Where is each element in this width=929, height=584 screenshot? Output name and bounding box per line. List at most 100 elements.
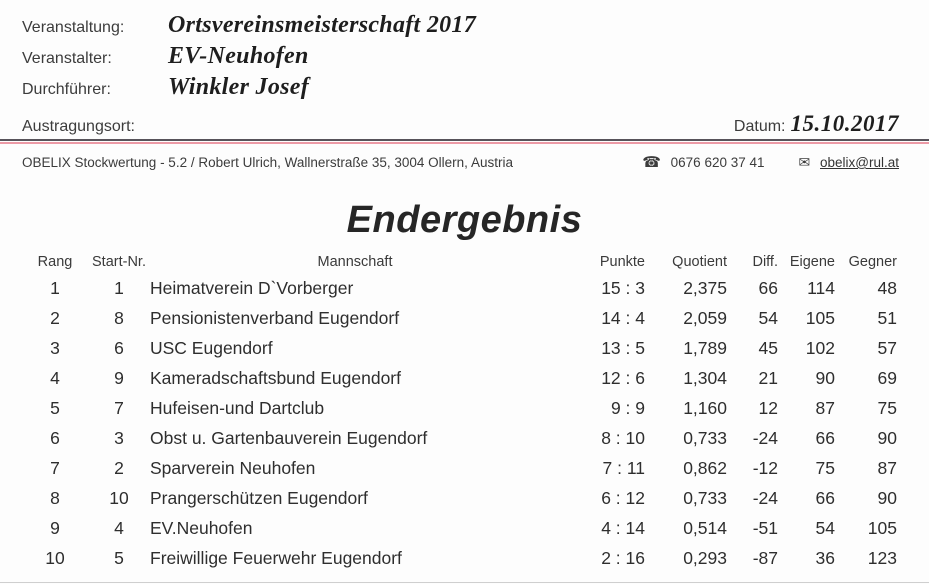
- rank-cell: 8: [50, 488, 60, 508]
- quotient-cell: 0,514: [683, 518, 727, 538]
- team-cell: Kameradschaftsbund Eugendorf: [150, 368, 401, 388]
- quotient-cell: 0,862: [683, 458, 727, 478]
- rank-cell: 3: [50, 338, 60, 358]
- team-cell: Heimatverein D`Vorberger: [150, 278, 354, 298]
- points-cell: 12 : 6: [601, 368, 645, 388]
- table-row: 1 1 Heimatverein D`Vorberger 15 : 3 2,375 66 1…: [22, 274, 897, 304]
- startnr-cell: 3: [114, 428, 124, 448]
- points-cell: 2 : 16: [601, 548, 645, 568]
- header-divider: [0, 139, 929, 144]
- quotient-cell: 2,059: [683, 308, 727, 328]
- quotient-cell: 1,789: [683, 338, 727, 358]
- page-title: Endergebnis: [346, 199, 583, 241]
- own-cell: 105: [805, 308, 835, 328]
- envelope-icon: ✉: [798, 154, 811, 170]
- divider-dark-line: [0, 139, 929, 141]
- executor-label: Durchführer:: [22, 81, 111, 98]
- phone-icon: ☎: [642, 154, 661, 171]
- diff-cell: -24: [752, 488, 778, 508]
- results-tbody: 1 1 Heimatverein D`Vorberger 15 : 3 2,375 66 1…: [22, 274, 897, 574]
- diff-cell: -87: [752, 548, 778, 568]
- points-cell: 4 : 14: [601, 518, 645, 538]
- points-cell: 14 : 4: [601, 308, 645, 328]
- opponent-cell: 48: [877, 278, 897, 298]
- event-value: Ortsvereinsmeisterschaft 2017: [168, 12, 477, 38]
- team-cell: Pensionistenverband Eugendorf: [150, 308, 400, 328]
- opponent-cell: 51: [877, 308, 897, 328]
- rank-cell: 2: [50, 308, 60, 328]
- own-cell: 87: [815, 398, 835, 418]
- startnr-cell: 1: [114, 278, 124, 298]
- rank-cell: 6: [50, 428, 60, 448]
- startnr-cell: 9: [114, 368, 124, 388]
- points-cell: 6 : 12: [601, 488, 645, 508]
- divider-red-line: [0, 142, 929, 144]
- opponent-cell: 57: [877, 338, 897, 358]
- table-row: 5 7 Hufeisen-und Dartclub 9 : 9 1,160 12 87 75: [22, 394, 897, 424]
- points-cell: 13 : 5: [601, 338, 645, 358]
- document-header: Veranstaltung: Ortsvereinsmeisterschaft …: [0, 0, 929, 137]
- team-cell: Hufeisen-und Dartclub: [150, 398, 325, 418]
- col-header-eigene: Eigene: [789, 254, 835, 270]
- opponent-cell: 69: [877, 368, 897, 388]
- team-cell: Prangerschützen Eugendorf: [150, 488, 368, 508]
- software-info-row: OBELIX Stockwertung - 5.2 / Robert Ulric…: [0, 144, 929, 171]
- own-cell: 66: [815, 488, 835, 508]
- own-cell: 36: [815, 548, 835, 568]
- points-cell: 9 : 9: [610, 398, 645, 418]
- date-value: 15.10.2017: [790, 111, 899, 136]
- points-cell: 15 : 3: [601, 278, 645, 298]
- executor-row: Durchführer: Winkler Josef: [22, 74, 899, 105]
- opponent-cell: 75: [877, 398, 897, 418]
- team-cell: EV.Neuhofen: [150, 518, 253, 538]
- col-header-quotient: Quotient: [672, 254, 727, 270]
- organizer-value: EV-Neuhofen: [168, 43, 309, 69]
- opponent-cell: 90: [877, 488, 897, 508]
- date-label: Datum:: [733, 118, 786, 135]
- col-header-gegner: Gegner: [848, 254, 897, 270]
- email-field: ✉ obelix@rul.at: [799, 154, 900, 171]
- startnr-cell: 8: [114, 308, 124, 328]
- table-row: 6 3 Obst u. Gartenbauverein Eugendorf 8 : 1…: [22, 424, 897, 454]
- points-cell: 8 : 10: [601, 428, 645, 448]
- startnr-cell: 2: [114, 458, 124, 478]
- rank-cell: 4: [50, 368, 60, 388]
- results-table: Rang Start-Nr. Mannschaft Punkte Quotien…: [22, 252, 897, 574]
- table-row: 10 5 Freiwillige Feuerwehr Eugendorf 2 : 16…: [22, 544, 897, 574]
- col-header-startnr: Start-Nr.: [92, 254, 146, 270]
- own-cell: 102: [805, 338, 835, 358]
- col-header-diff: Diff.: [752, 254, 778, 270]
- executor-value: Winkler Josef: [168, 74, 310, 100]
- startnr-cell: 6: [114, 338, 124, 358]
- rank-cell: 9: [50, 518, 60, 538]
- phone-number: 0676 620 37 41: [670, 155, 765, 170]
- venue-label: Austragungsort:: [22, 118, 135, 135]
- table-row: 7 2 Sparverein Neuhofen 7 : 11 0,862 -12 75 87: [22, 454, 897, 484]
- own-cell: 66: [815, 428, 835, 448]
- diff-cell: 12: [758, 398, 778, 418]
- team-cell: Sparverein Neuhofen: [150, 458, 316, 478]
- rank-cell: 5: [50, 398, 60, 418]
- event-label: Veranstaltung:: [22, 19, 125, 36]
- event-row: Veranstaltung: Ortsvereinsmeisterschaft …: [22, 12, 899, 43]
- diff-cell: 54: [758, 308, 778, 328]
- diff-cell: -51: [752, 518, 778, 538]
- startnr-cell: 4: [114, 518, 124, 538]
- table-row: 8 10 Prangerschützen Eugendorf 6 : 12 0,733 -…: [22, 484, 897, 514]
- quotient-cell: 1,160: [683, 398, 727, 418]
- table-row: 3 6 USC Eugendorf 13 : 5 1,789 45 102 57: [22, 334, 897, 364]
- quotient-cell: 0,293: [683, 548, 727, 568]
- software-credit: OBELIX Stockwertung - 5.2 / Robert Ulric…: [22, 155, 513, 170]
- rank-cell: 1: [50, 278, 60, 298]
- col-header-mannschaft: Mannschaft: [317, 254, 393, 270]
- page-bottom-scan-line: [0, 582, 929, 583]
- team-cell: USC Eugendorf: [150, 338, 273, 358]
- table-header-row: Rang Start-Nr. Mannschaft Punkte Quotien…: [22, 252, 897, 274]
- email-link[interactable]: obelix@rul.at: [820, 155, 899, 170]
- own-cell: 75: [815, 458, 835, 478]
- quotient-cell: 0,733: [683, 428, 727, 448]
- own-cell: 114: [807, 278, 835, 298]
- opponent-cell: 123: [867, 548, 897, 568]
- table-row: 2 8 Pensionistenverband Eugendorf 14 : 4 2,0…: [22, 304, 897, 334]
- col-header-punkte: Punkte: [599, 254, 645, 270]
